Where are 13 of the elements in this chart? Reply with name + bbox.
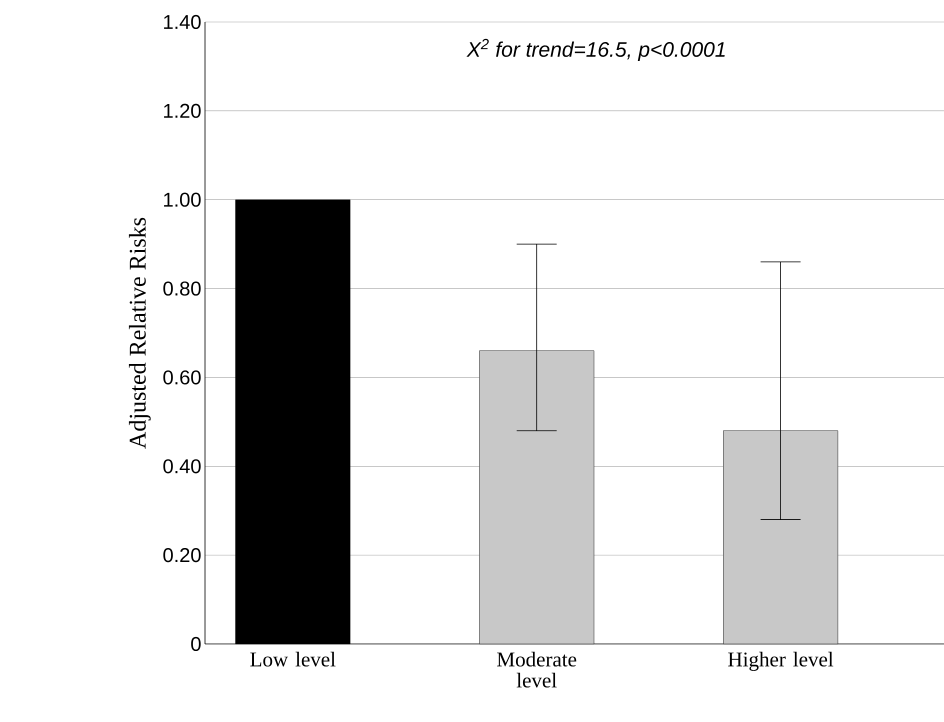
y-tick-label: 1.00 xyxy=(164,192,201,207)
y-tick-label: 0 xyxy=(191,636,201,652)
y-tick-label: 0.40 xyxy=(163,459,201,474)
y-tick-label: 0.60 xyxy=(163,370,201,384)
y-tick-label: 1.20 xyxy=(164,104,201,118)
x-tick-label: Moderate level xyxy=(497,652,576,688)
y-tick-label: 1.40 xyxy=(164,14,201,30)
y-tick-label: 0.80 xyxy=(163,281,201,296)
annotation: X$^{2}$ for trend=16.5, p<0.0001 xyxy=(466,38,725,62)
x-tick-label: Low level xyxy=(250,652,336,667)
y-axis-title: Adjusted Relative Risks xyxy=(128,218,151,449)
x-tick-label: Higher level xyxy=(728,652,834,671)
y-tick-label: 0.20 xyxy=(163,548,201,562)
